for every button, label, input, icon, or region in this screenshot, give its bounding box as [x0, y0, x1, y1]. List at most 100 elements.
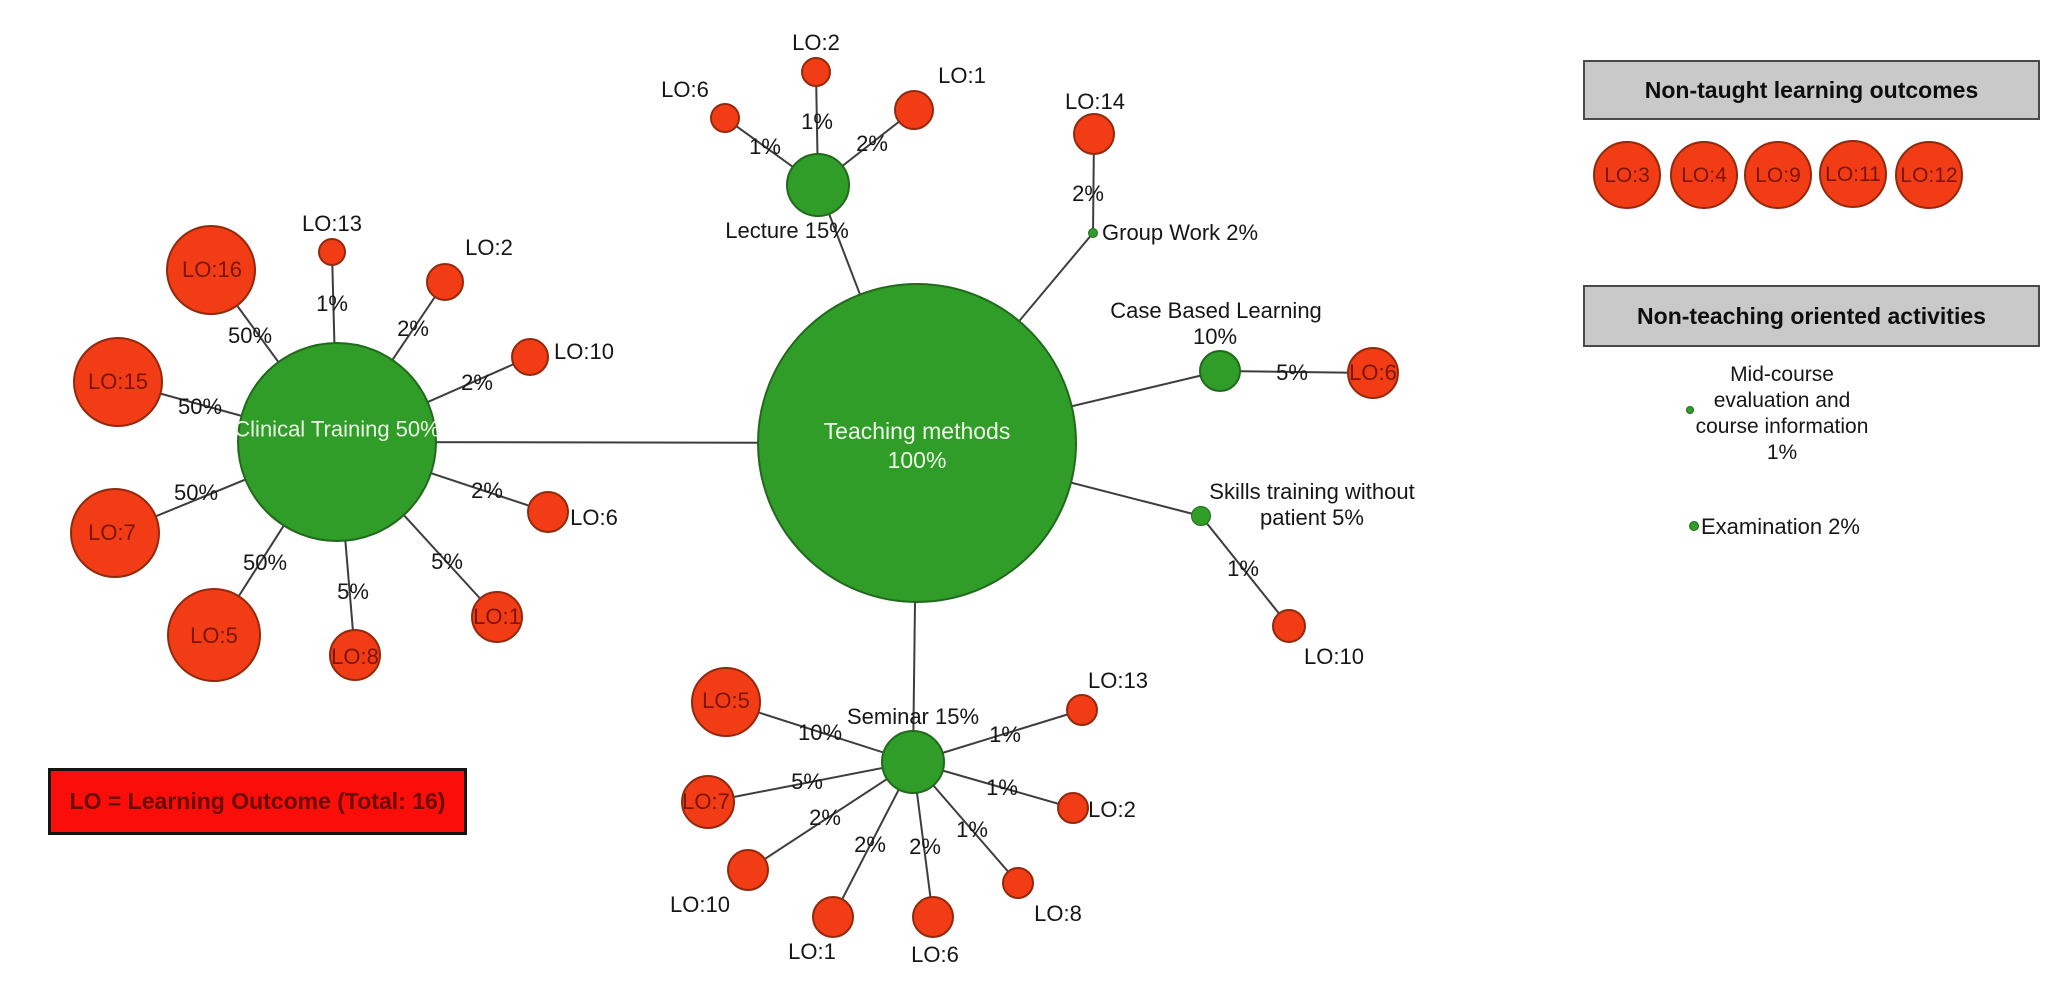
label-lecture-lo2: LO:2: [792, 30, 840, 55]
node-midcourse-dot: [1686, 406, 1694, 414]
pct-seminar-lo13: 1%: [989, 722, 1021, 747]
label-groupwork-lo14: LO:14: [1065, 89, 1125, 114]
label-midcourse-evaluation: Mid-course evaluation and course informa…: [1695, 363, 1869, 464]
label-clinical-lo5: LO:5: [190, 623, 238, 648]
label-clinical-lo6: LO:6: [570, 505, 618, 530]
pct-clinical-lo16: 50%: [227, 323, 273, 348]
edge-skills-lo10: [1200, 515, 1290, 627]
label-clinical-lo10: LO:10: [554, 339, 614, 364]
label-clinical-lo15: LO:15: [88, 369, 148, 394]
node-clinical-training: [237, 342, 437, 542]
pct-lecture-lo6: 1%: [749, 134, 781, 159]
pct-groupwork-lo14: 2%: [1072, 181, 1104, 206]
pct-clinical-lo5: 50%: [242, 550, 288, 575]
node-clinical-lo10: [511, 338, 549, 376]
node-group-work-label: Group Work 2%: [1102, 220, 1259, 245]
node-seminar-lo5: [691, 667, 761, 737]
teaching-methods-title: Teaching methods: [823, 418, 1011, 444]
edge-seminar-lo7: [707, 761, 914, 803]
label-clinical-lo7: LO:7: [88, 520, 136, 545]
node-seminar-lo10: [727, 849, 769, 891]
legend-label: LO = Learning Outcome (Total: 16): [69, 788, 446, 814]
node-lecture-lo1: [894, 90, 934, 130]
node-seminar-lo8: [1002, 867, 1034, 899]
label-seminar-lo13: LO:13: [1088, 668, 1148, 693]
label-nontaught-lo3: LO:3: [1604, 164, 1650, 187]
node-clinical-lo2: [426, 263, 464, 301]
node-seminar-label: Seminar 15%: [846, 704, 980, 729]
node-seminar-lo1: [812, 896, 854, 938]
label-clinical-lo8: LO:8: [331, 644, 379, 669]
pct-seminar-lo8: 1%: [956, 817, 988, 842]
label-seminar-lo1: LO:1: [788, 939, 836, 964]
label-clinical-lo13: LO:13: [302, 211, 362, 236]
pct-clinical-lo13: 1%: [316, 291, 348, 316]
label-seminar-lo5: LO:5: [702, 688, 750, 713]
pct-lecture-lo2: 1%: [801, 109, 833, 134]
node-nontaught-lo4: [1670, 141, 1738, 209]
node-examination-dot: [1689, 521, 1699, 531]
node-cbl-label: Case Based Learning: [1110, 298, 1322, 323]
pct-clinical-lo2: 2%: [397, 316, 429, 341]
node-clinical-lo1: [471, 591, 523, 643]
label-nontaught-lo9: LO:9: [1755, 164, 1801, 187]
label-clinical-lo2: LO:2: [465, 235, 513, 260]
node-nontaught-lo11: [1819, 140, 1887, 208]
pct-clinical-lo8: 5%: [337, 579, 369, 604]
node-cbl-value: 10%: [1192, 324, 1238, 349]
label-nontaught-lo11: LO:11: [1825, 163, 1881, 186]
pct-lecture-lo1: 2%: [856, 131, 888, 156]
edge-seminar-lo10: [747, 761, 914, 871]
label-seminar-lo2: LO:2: [1088, 797, 1136, 822]
pct-clinical-lo10: 2%: [461, 370, 493, 395]
node-lecture-lo6: [710, 103, 740, 133]
panel-non-taught-header: Non-taught learning outcomes: [1583, 60, 2040, 120]
label-seminar-lo10: LO:10: [670, 892, 730, 917]
pct-seminar-lo6: 2%: [909, 834, 941, 859]
node-seminar-lo6: [912, 896, 954, 938]
label-nontaught-lo4: LO:4: [1681, 164, 1727, 187]
pct-clinical-lo7: 50%: [173, 480, 219, 505]
pct-seminar-lo1: 2%: [854, 832, 886, 857]
node-clinical-lo5: [167, 588, 261, 682]
teaching-methods-value: 100%: [887, 447, 947, 473]
node-clinical-training-label: Clinical Training 50%: [234, 416, 440, 442]
panel-non-teaching-header: Non-teaching oriented activities: [1583, 285, 2040, 347]
label-seminar-lo8: LO:8: [1034, 901, 1082, 926]
node-skills-label: Skills training without patient 5%: [1209, 479, 1415, 530]
node-seminar: [881, 730, 945, 794]
pct-clinical-lo15: 50%: [177, 394, 223, 419]
node-skills-training: [1191, 506, 1211, 526]
node-clinical-lo8: [329, 629, 381, 681]
node-clinical-lo16: [166, 225, 256, 315]
label-cbl-lo6: LO:6: [1349, 360, 1397, 385]
pct-skills-lo10: 1%: [1227, 556, 1259, 581]
label-skills-lo10: LO:10: [1304, 644, 1364, 669]
pct-seminar-lo5: 10%: [797, 720, 843, 745]
node-seminar-lo2: [1057, 792, 1089, 824]
node-cbl-lo6: [1347, 347, 1399, 399]
pct-clinical-lo1: 5%: [431, 549, 463, 574]
node-skills-lo10: [1272, 609, 1306, 643]
node-nontaught-lo12: [1895, 141, 1963, 209]
label-nontaught-lo12: LO:12: [1900, 164, 1958, 187]
node-seminar-lo13: [1066, 694, 1098, 726]
node-case-based-learning: [1199, 350, 1241, 392]
node-groupwork-lo14: [1073, 113, 1115, 155]
pct-cbl-lo6: 5%: [1276, 360, 1308, 385]
node-nontaught-lo3: [1593, 141, 1661, 209]
node-seminar-lo7: [681, 775, 735, 829]
label-clinical-lo16: LO:16: [182, 257, 242, 282]
node-lecture-lo2: [801, 57, 831, 87]
label-examination: Examination 2%: [1701, 514, 1860, 539]
pct-seminar-lo2: 1%: [986, 775, 1018, 800]
label-clinical-lo1: LO:1: [473, 604, 521, 629]
node-lecture: [786, 153, 850, 217]
node-clinical-lo15: [73, 337, 163, 427]
pct-clinical-lo6: 2%: [471, 478, 503, 503]
legend-box: LO = Learning Outcome (Total: 16): [48, 768, 467, 835]
node-lecture-label: Lecture 15%: [725, 218, 849, 243]
node-clinical-lo7: [70, 488, 160, 578]
pct-seminar-lo7: 5%: [791, 769, 823, 794]
